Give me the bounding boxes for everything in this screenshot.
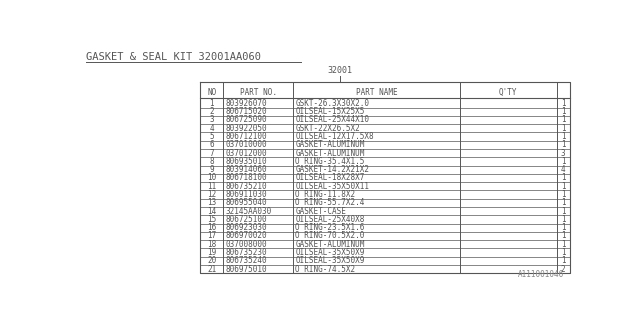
Text: 1: 1 bbox=[561, 116, 566, 124]
Text: 806911030: 806911030 bbox=[226, 190, 268, 199]
Text: PART NAME: PART NAME bbox=[356, 88, 397, 97]
Text: GASKET-14.2X21X2: GASKET-14.2X21X2 bbox=[296, 165, 369, 174]
Text: 16: 16 bbox=[207, 223, 216, 232]
Text: 1: 1 bbox=[561, 248, 566, 257]
Text: 1: 1 bbox=[561, 190, 566, 199]
Text: 13: 13 bbox=[207, 198, 216, 207]
Text: 5: 5 bbox=[209, 132, 214, 141]
Text: 806712100: 806712100 bbox=[226, 132, 268, 141]
Text: 15: 15 bbox=[207, 215, 216, 224]
Text: 806935010: 806935010 bbox=[226, 157, 268, 166]
Text: 806975010: 806975010 bbox=[226, 265, 268, 274]
Text: GSKT-22X26.5X2: GSKT-22X26.5X2 bbox=[296, 124, 360, 133]
Text: 1: 1 bbox=[561, 132, 566, 141]
Text: 6: 6 bbox=[209, 140, 214, 149]
Text: 1: 1 bbox=[561, 124, 566, 133]
Text: 1: 1 bbox=[561, 207, 566, 216]
Text: OILSEAL-15X25X5: OILSEAL-15X25X5 bbox=[296, 107, 365, 116]
Text: GASKET-ALUMINUM: GASKET-ALUMINUM bbox=[296, 240, 365, 249]
Text: GSKT-26.3X30X2.0: GSKT-26.3X30X2.0 bbox=[296, 99, 369, 108]
Text: 806735230: 806735230 bbox=[226, 248, 268, 257]
Text: 803914060: 803914060 bbox=[226, 165, 268, 174]
Text: 1: 1 bbox=[209, 99, 214, 108]
Text: 806715020: 806715020 bbox=[226, 107, 268, 116]
Text: 037008000: 037008000 bbox=[226, 240, 268, 249]
Text: 1: 1 bbox=[561, 215, 566, 224]
Text: OILSEAL-25X40X8: OILSEAL-25X40X8 bbox=[296, 215, 365, 224]
Text: O RING-35.4X1.5: O RING-35.4X1.5 bbox=[296, 157, 365, 166]
Text: OILSEAL-12X17.5X8: OILSEAL-12X17.5X8 bbox=[296, 132, 374, 141]
Text: 20: 20 bbox=[207, 256, 216, 265]
Text: OILSEAL-18X28X7: OILSEAL-18X28X7 bbox=[296, 173, 365, 182]
Text: 1: 1 bbox=[561, 99, 566, 108]
Text: 806725100: 806725100 bbox=[226, 215, 268, 224]
Text: 1: 1 bbox=[561, 231, 566, 240]
Text: 806970020: 806970020 bbox=[226, 231, 268, 240]
Text: 1: 1 bbox=[561, 173, 566, 182]
Text: 7: 7 bbox=[209, 148, 214, 157]
Text: 14: 14 bbox=[207, 207, 216, 216]
Text: 21: 21 bbox=[207, 265, 216, 274]
Text: GASKET-ALUMINUM: GASKET-ALUMINUM bbox=[296, 148, 365, 157]
Text: GASKET-CASE: GASKET-CASE bbox=[296, 207, 346, 216]
Text: GASKET & SEAL KIT 32001AA060: GASKET & SEAL KIT 32001AA060 bbox=[86, 52, 261, 62]
Text: O RING-74.5X2: O RING-74.5X2 bbox=[296, 265, 356, 274]
Text: 1: 1 bbox=[561, 140, 566, 149]
Text: 32001: 32001 bbox=[327, 66, 352, 75]
Text: 11: 11 bbox=[207, 182, 216, 191]
Text: 806735210: 806735210 bbox=[226, 182, 268, 191]
Text: 18: 18 bbox=[207, 240, 216, 249]
Text: 3: 3 bbox=[561, 148, 566, 157]
Text: 806718100: 806718100 bbox=[226, 173, 268, 182]
Text: OILSEAL-25X44X10: OILSEAL-25X44X10 bbox=[296, 116, 369, 124]
Text: GASKET-ALUMINUM: GASKET-ALUMINUM bbox=[296, 140, 365, 149]
Text: 8: 8 bbox=[209, 157, 214, 166]
Text: 803926070: 803926070 bbox=[226, 99, 268, 108]
Text: 806725090: 806725090 bbox=[226, 116, 268, 124]
Text: OILSEAL-35X50X11: OILSEAL-35X50X11 bbox=[296, 182, 369, 191]
Text: 1: 1 bbox=[561, 240, 566, 249]
Text: 2: 2 bbox=[209, 107, 214, 116]
Text: O RING-55.7X2.4: O RING-55.7X2.4 bbox=[296, 198, 365, 207]
Text: OILSEAL-35X50X9: OILSEAL-35X50X9 bbox=[296, 248, 365, 257]
Text: NO: NO bbox=[207, 88, 216, 97]
Text: 32145AA030: 32145AA030 bbox=[226, 207, 272, 216]
Text: 037012000: 037012000 bbox=[226, 148, 268, 157]
Text: 12: 12 bbox=[207, 190, 216, 199]
Text: Q'TY: Q'TY bbox=[499, 88, 517, 97]
Text: OILSEAL-35X50X9: OILSEAL-35X50X9 bbox=[296, 256, 365, 265]
Text: 4: 4 bbox=[561, 165, 566, 174]
Text: 806955040: 806955040 bbox=[226, 198, 268, 207]
Text: 4: 4 bbox=[209, 124, 214, 133]
Text: 19: 19 bbox=[207, 248, 216, 257]
Text: 803922050: 803922050 bbox=[226, 124, 268, 133]
Text: O RING-70.5X2.0: O RING-70.5X2.0 bbox=[296, 231, 365, 240]
Text: 9: 9 bbox=[209, 165, 214, 174]
Text: 806923030: 806923030 bbox=[226, 223, 268, 232]
Text: 1: 1 bbox=[561, 256, 566, 265]
Text: 1: 1 bbox=[561, 223, 566, 232]
Text: 10: 10 bbox=[207, 173, 216, 182]
Text: 806735240: 806735240 bbox=[226, 256, 268, 265]
Text: 1: 1 bbox=[561, 182, 566, 191]
Text: O RING-23.5X1.6: O RING-23.5X1.6 bbox=[296, 223, 365, 232]
Text: 17: 17 bbox=[207, 231, 216, 240]
Text: 2: 2 bbox=[561, 265, 566, 274]
Text: O RING-11.8X2: O RING-11.8X2 bbox=[296, 190, 356, 199]
Text: 1: 1 bbox=[561, 157, 566, 166]
Text: 037010000: 037010000 bbox=[226, 140, 268, 149]
Text: PART NO.: PART NO. bbox=[240, 88, 276, 97]
Text: 1: 1 bbox=[561, 107, 566, 116]
Text: 3: 3 bbox=[209, 116, 214, 124]
Text: 1: 1 bbox=[561, 198, 566, 207]
Text: A111001046: A111001046 bbox=[518, 270, 564, 279]
